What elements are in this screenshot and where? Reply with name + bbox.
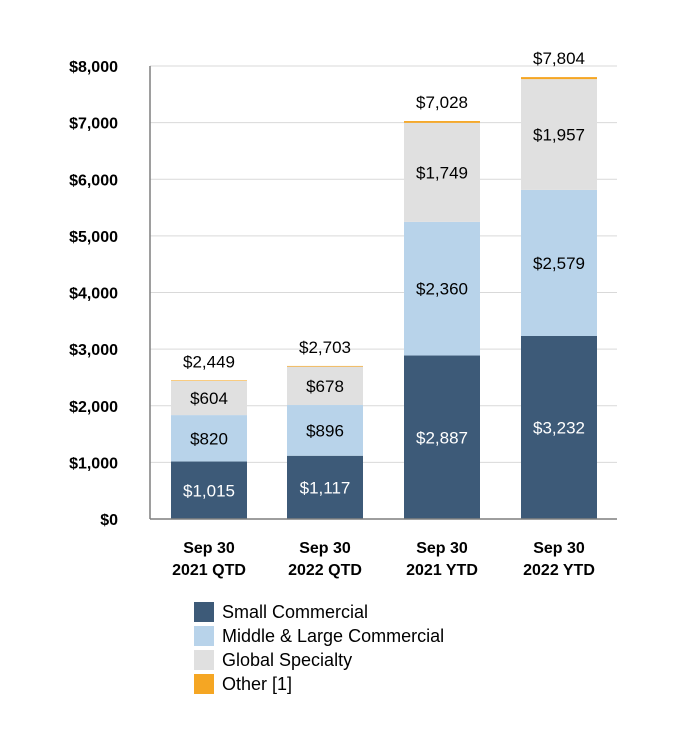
segment-labels: $1,015 $820 $604 $1,117 $896 $678 $2,887 $2,360… — [183, 126, 585, 501]
bar-segment — [287, 366, 363, 406]
total-value-label: $2,703 — [299, 338, 351, 357]
x-tick-label: Sep 30 2022 QTD — [288, 540, 362, 579]
total-value-label: $7,028 — [416, 93, 468, 112]
bar-segment — [171, 461, 247, 519]
legend-swatch — [194, 674, 214, 694]
y-tick-label: $5,000 — [69, 229, 118, 246]
legend-label: Small Commercial — [222, 601, 369, 622]
bar-segment — [521, 79, 597, 190]
stacked-bar-chart: $0 $1,000 $2,000 $3,000 $4,000 $5,000 $6,000 $7… — [69, 49, 617, 579]
total-labels: $2,449 $2,703 $7,028 $7,804 — [183, 49, 585, 371]
bar-segment — [521, 189, 597, 336]
segment-value-label: $3,232 — [533, 418, 585, 437]
bar-segment — [404, 121, 480, 123]
bar-segment — [521, 335, 597, 519]
legend-label: Middle & Large Commercial — [222, 625, 445, 646]
bars — [171, 77, 597, 519]
segment-value-label: $2,887 — [416, 428, 468, 447]
x-axis-ticks: Sep 30 2021 QTD Sep 30 2022 QTD Sep 30 2021 Y… — [172, 540, 595, 579]
y-tick-label: $2,000 — [69, 399, 118, 416]
bar-segment — [287, 365, 363, 367]
x-tick-label: Sep 30 2021 YTD — [406, 540, 478, 579]
legend-swatch — [194, 602, 214, 622]
legend-item: Global Specialty — [194, 648, 444, 672]
y-tick-label: $3,000 — [69, 342, 118, 359]
segment-value-label: $2,360 — [416, 280, 468, 299]
bar-segment — [521, 77, 597, 80]
legend-swatch — [194, 650, 214, 670]
segment-value-label: $1,957 — [533, 126, 585, 145]
y-tick-label: $6,000 — [69, 172, 118, 189]
legend-swatch — [194, 626, 214, 646]
y-tick-label: $8,000 — [69, 59, 118, 76]
axes — [149, 66, 617, 520]
segment-value-label: $1,015 — [183, 481, 235, 500]
bar-segment — [171, 380, 247, 381]
segment-value-label: $820 — [190, 429, 228, 448]
total-value-label: $7,804 — [533, 49, 585, 68]
segment-value-label: $678 — [306, 377, 344, 396]
x-tick-label: Sep 30 2022 YTD — [523, 540, 595, 579]
bar-segment — [404, 122, 480, 222]
legend-label: Other [1] — [222, 673, 293, 694]
y-axis-ticks: $0 $1,000 $2,000 $3,000 $4,000 $5,000 $6,000 $7… — [69, 59, 118, 529]
legend-item: Middle & Large Commercial — [194, 624, 444, 648]
bar-segment — [404, 355, 480, 519]
legend: Small Commercial Middle & Large Commercia… — [194, 600, 444, 696]
legend-item: Small Commercial — [194, 600, 444, 624]
segment-value-label: $1,749 — [416, 163, 468, 182]
segment-value-label: $2,579 — [533, 254, 585, 273]
bar-segment — [171, 380, 247, 416]
y-tick-label: $0 — [100, 512, 118, 529]
bar-segment — [171, 415, 247, 462]
y-tick-label: $4,000 — [69, 286, 118, 303]
segment-value-label: $604 — [190, 389, 228, 408]
bar-segment — [404, 221, 480, 356]
segment-value-label: $896 — [306, 421, 344, 440]
segment-value-label: $1,117 — [300, 478, 351, 497]
legend-label: Global Specialty — [222, 649, 353, 670]
legend-item: Other [1] — [194, 672, 444, 696]
bar-segment — [287, 455, 363, 519]
y-tick-label: $1,000 — [69, 455, 118, 472]
x-tick-label: Sep 30 2021 QTD — [172, 540, 246, 579]
bar-segment — [287, 405, 363, 456]
total-value-label: $2,449 — [183, 352, 235, 371]
y-tick-label: $7,000 — [69, 116, 118, 133]
